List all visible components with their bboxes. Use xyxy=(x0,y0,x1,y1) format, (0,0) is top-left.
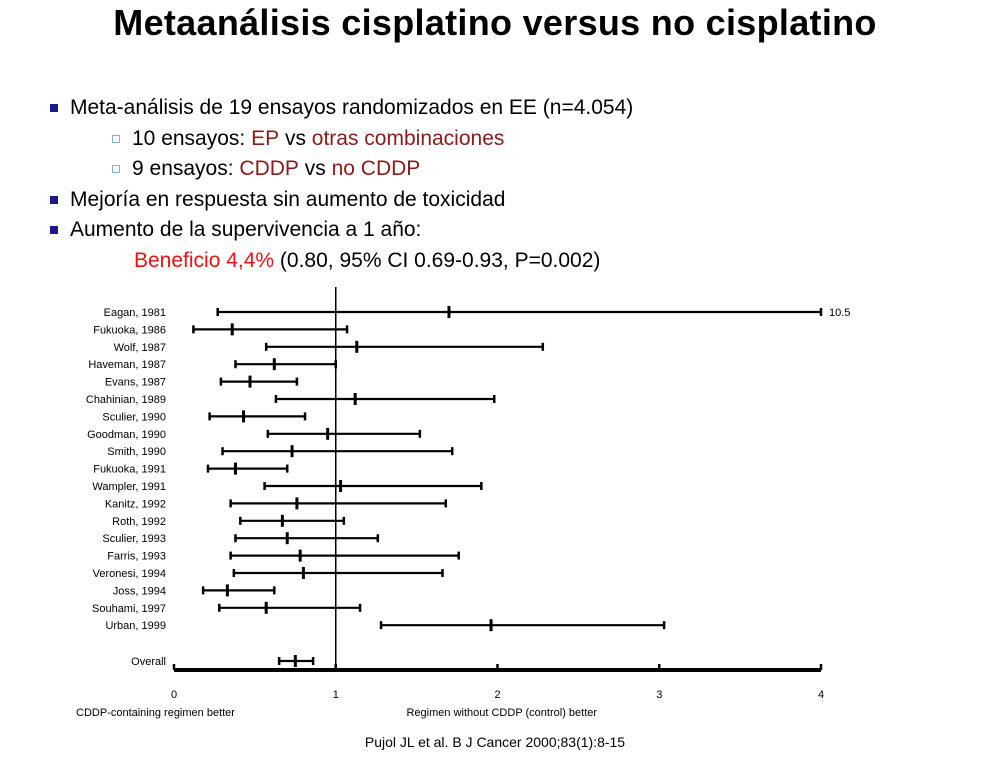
benefit-highlight: Beneficio 4,4% xyxy=(134,248,275,272)
benefit-detail: (0.80, 95% CI 0.69-0.93, P=0.002) xyxy=(274,248,601,272)
truncated-ci-label: 10.5 xyxy=(829,307,850,319)
citation: Pujol JL et al. B J Cancer 2000;83(1):8-… xyxy=(364,734,626,750)
filled-square-bullet-icon xyxy=(50,226,58,235)
bullet-item: Aumento de la supervivencia a 1 año: xyxy=(50,215,633,246)
sub-bullet-prefix: 9 ensayos: xyxy=(132,157,240,180)
sub-bullet-item: 9 ensayos: CDDP vs no CDDP xyxy=(50,154,633,185)
study-label: Sculier, 1993 xyxy=(102,533,166,545)
study-label: Chahinian, 1989 xyxy=(86,394,166,406)
bullet-list: Meta-análisis de 19 ensayos randomizados… xyxy=(50,93,633,276)
study-label: Souhami, 1997 xyxy=(92,603,166,615)
open-square-bullet-icon xyxy=(112,134,120,143)
sub-bullet-mid: vs xyxy=(279,126,312,150)
bullet-item: Meta-análisis de 19 ensayos randomizados… xyxy=(50,93,633,124)
study-label: Fukuoka, 1986 xyxy=(93,324,166,336)
benefit-line: Beneficio 4,4% (0.80, 95% CI 0.69-0.93, … xyxy=(50,246,633,277)
study-label: Goodman, 1990 xyxy=(87,429,166,441)
bullet-item: Mejoría en respuesta sin aumento de toxi… xyxy=(50,185,633,216)
sub-bullet-prefix: 10 ensayos: xyxy=(132,126,252,150)
bullet-text: Aumento de la supervivencia a 1 año: xyxy=(70,218,422,241)
study-label: Eagan, 1981 xyxy=(104,307,166,319)
x-tick-label: 3 xyxy=(656,689,662,701)
study-label: Haveman, 1987 xyxy=(88,359,166,371)
study-label: Joss, 1994 xyxy=(113,585,166,597)
study-label: Smith, 1990 xyxy=(107,446,166,458)
x-tick-label: 2 xyxy=(494,689,500,701)
study-label: Sculier, 1990 xyxy=(102,411,166,423)
overall-label: Overall xyxy=(131,656,166,668)
sub-bullet-item: 10 ensayos: EP vs otras combinaciones xyxy=(50,124,633,155)
sub-bullet-highlight-a: EP xyxy=(251,126,280,150)
study-label: Evans, 1987 xyxy=(105,377,166,389)
sub-bullet-highlight-a: CDDP xyxy=(239,157,299,180)
study-label: Roth, 1992 xyxy=(112,516,166,528)
bullet-text: Meta-análisis de 19 ensayos randomizados… xyxy=(70,96,634,119)
study-label: Wolf, 1987 xyxy=(114,342,166,354)
study-label: Veronesi, 1994 xyxy=(93,568,166,580)
open-square-bullet-icon xyxy=(112,165,120,174)
filled-square-bullet-icon xyxy=(50,195,58,204)
slide-title: Metaanálisis cisplatino versus no cispla… xyxy=(113,2,877,43)
sub-bullet-mid: vs xyxy=(298,157,332,180)
bullet-text: Mejoría en respuesta sin aumento de toxi… xyxy=(70,187,506,211)
x-axis-label-left: CDDP-containing regimen better xyxy=(76,707,235,719)
x-axis-label-right: Regimen without CDDP (control) better xyxy=(407,707,598,719)
x-tick-label: 4 xyxy=(818,689,824,701)
study-label: Fukuoka, 1991 xyxy=(93,464,166,476)
sub-bullet-highlight-b: no CDDP xyxy=(331,157,421,180)
sub-bullet-highlight-b: otras combinaciones xyxy=(311,126,505,150)
study-label: Kanitz, 1992 xyxy=(105,498,166,510)
study-label: Wampler, 1991 xyxy=(92,481,166,493)
x-tick-label: 0 xyxy=(171,689,177,701)
filled-square-bullet-icon xyxy=(50,104,58,113)
study-label: Urban, 1999 xyxy=(105,620,166,632)
x-tick-label: 1 xyxy=(333,689,339,701)
study-label: Farris, 1993 xyxy=(107,551,166,563)
